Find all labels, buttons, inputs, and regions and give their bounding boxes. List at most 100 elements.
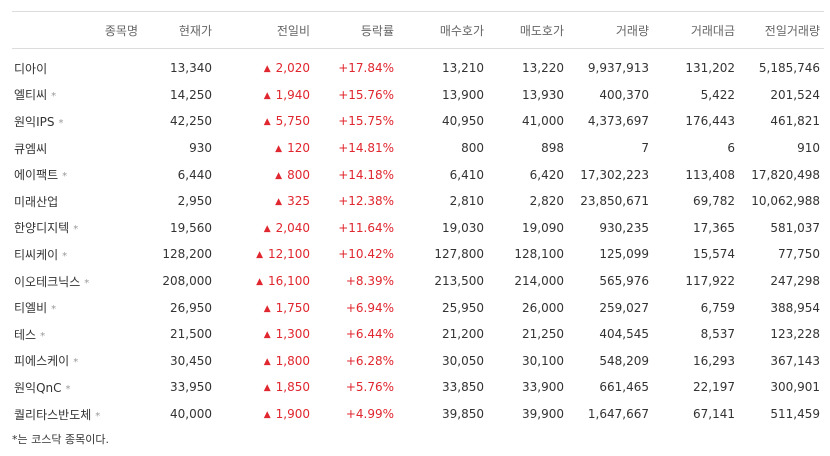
bid-cell: 30,050 <box>442 353 484 368</box>
kosdaq-footnote: *는 코스닥 종목이다. <box>12 433 109 446</box>
bid-cell: 19,030 <box>442 220 484 235</box>
prev-volume-cell: 201,524 <box>770 87 820 102</box>
diff-value: 1,300 <box>275 327 310 342</box>
amount-cell: 6,759 <box>700 300 735 315</box>
volume-cell: 1,647,667 <box>587 407 649 422</box>
rate-cell: +11.64% <box>338 220 394 235</box>
stock-name-link[interactable]: 엘티씨 <box>14 88 48 103</box>
rate-cell: +4.99% <box>345 407 394 422</box>
volume-cell: 661,465 <box>599 380 649 395</box>
amount-cell: 17,365 <box>693 220 735 235</box>
prev-volume-cell: 511,459 <box>770 407 820 422</box>
rise-triangle-icon: ▲ <box>275 144 283 155</box>
amount-cell: 113,408 <box>685 167 735 182</box>
table-row: 이오테크닉스 * 208,000 ▲ 16,100 +8.39% 213,500 214,00… <box>12 268 824 295</box>
stock-name-link[interactable]: 큐엠씨 <box>14 141 48 156</box>
diff-cell: ▲ 1,800 <box>216 348 314 375</box>
ask-cell: 13,930 <box>522 87 564 102</box>
price-cell: 128,200 <box>162 247 212 262</box>
stock-name-cell: 테스 * <box>12 321 152 348</box>
bid-cell: 13,210 <box>442 61 484 76</box>
stock-name-link[interactable]: 티엘비 <box>14 301 48 316</box>
header-name: 종목명 <box>12 11 152 49</box>
rise-triangle-icon: ▲ <box>263 117 271 128</box>
header-amount: 거래대금 <box>653 11 739 49</box>
prev-volume-cell: 461,821 <box>770 114 820 129</box>
volume-cell: 400,370 <box>599 87 649 102</box>
ask-cell: 33,900 <box>522 380 564 395</box>
stock-name-link[interactable]: 원익IPS <box>14 114 55 129</box>
bid-cell: 39,850 <box>442 407 484 422</box>
ask-cell: 21,250 <box>522 327 564 342</box>
stock-name-link[interactable]: 피에스케이 <box>14 354 70 369</box>
rate-cell: +6.94% <box>345 300 394 315</box>
diff-cell: ▲ 1,850 <box>216 374 314 401</box>
bid-cell: 2,810 <box>449 194 484 209</box>
table-row: 한양디지텍 * 19,560 ▲ 2,040 +11.64% 19,030 19,090 930… <box>12 215 824 242</box>
stock-name-link[interactable]: 한양디지텍 <box>14 221 70 236</box>
kosdaq-mark: * <box>40 330 46 342</box>
ask-cell: 2,820 <box>529 194 564 209</box>
rise-triangle-icon: ▲ <box>263 383 271 394</box>
stock-name-cell: 원익IPS * <box>12 108 152 135</box>
header-price: 현재가 <box>152 11 216 49</box>
prev-volume-cell: 300,901 <box>770 380 820 395</box>
diff-value: 800 <box>287 167 310 182</box>
rise-triangle-icon: ▲ <box>263 330 271 341</box>
table-row: 에이팩트 * 6,440 ▲ 800 +14.18% 6,410 6,420 17,302,22… <box>12 161 824 188</box>
rate-cell: +15.75% <box>338 114 394 129</box>
diff-value: 120 <box>287 141 310 156</box>
volume-cell: 17,302,223 <box>580 167 649 182</box>
stock-name-cell: 디아이 <box>12 55 152 82</box>
stock-name-cell: 원익QnC * <box>12 374 152 401</box>
kosdaq-mark: * <box>95 410 101 422</box>
stock-name-cell: 엘티씨 * <box>12 82 152 109</box>
rise-triangle-icon: ▲ <box>256 277 263 288</box>
rise-triangle-icon: ▲ <box>275 170 283 181</box>
kosdaq-mark: * <box>51 304 57 316</box>
stock-name-link[interactable]: 이오테크닉스 <box>14 274 81 289</box>
rate-cell: +17.84% <box>338 61 394 76</box>
price-cell: 2,950 <box>177 194 212 209</box>
diff-value: 1,940 <box>275 87 310 102</box>
volume-cell: 9,937,913 <box>587 61 649 76</box>
diff-cell: ▲ 2,040 <box>216 215 314 242</box>
price-cell: 13,340 <box>170 61 212 76</box>
bid-cell: 33,850 <box>442 380 484 395</box>
rate-cell: +12.38% <box>338 194 394 209</box>
price-cell: 930 <box>189 141 212 156</box>
table-body: 디아이 13,340 ▲ 2,020 +17.84% 13,210 13,220 9,937,… <box>12 49 824 428</box>
stock-name-cell: 한양디지텍 * <box>12 215 152 242</box>
amount-cell: 69,782 <box>693 194 735 209</box>
prev-volume-cell: 581,037 <box>770 220 820 235</box>
rise-triangle-icon: ▲ <box>263 90 271 101</box>
diff-value: 16,100 <box>268 274 310 289</box>
ask-cell: 26,000 <box>522 300 564 315</box>
stock-name-link[interactable]: 에이팩트 <box>14 168 59 183</box>
stock-name-link[interactable]: 원익QnC <box>14 380 62 395</box>
rate-cell: +5.76% <box>345 380 394 395</box>
stock-name-link[interactable]: 테스 <box>14 327 37 342</box>
prev-volume-cell: 388,954 <box>770 300 820 315</box>
kosdaq-mark: * <box>62 250 68 262</box>
diff-cell: ▲ 12,100 <box>216 241 314 268</box>
table-row: 큐엠씨 930 ▲ 120 +14.81% 800 898 7 6 910 <box>12 135 824 162</box>
volume-cell: 565,976 <box>599 274 649 289</box>
diff-value: 1,900 <box>275 407 310 422</box>
price-cell: 40,000 <box>170 407 212 422</box>
header-bid: 매수호가 <box>398 11 488 49</box>
header-ask: 매도호가 <box>488 11 568 49</box>
ask-cell: 30,100 <box>522 353 564 368</box>
stock-name-link[interactable]: 티씨케이 <box>14 247 59 262</box>
amount-cell: 117,922 <box>685 274 735 289</box>
amount-cell: 15,574 <box>693 247 735 262</box>
ask-cell: 39,900 <box>522 407 564 422</box>
diff-cell: ▲ 325 <box>216 188 314 215</box>
table-row: 미래산업 2,950 ▲ 325 +12.38% 2,810 2,820 23,850,671… <box>12 188 824 215</box>
stock-name-link[interactable]: 디아이 <box>14 61 48 76</box>
stock-name-link[interactable]: 미래산업 <box>14 194 59 209</box>
volume-cell: 4,373,697 <box>587 114 649 129</box>
stock-name-link[interactable]: 퀄리타스반도체 <box>14 407 92 422</box>
amount-cell: 5,422 <box>700 87 735 102</box>
ask-cell: 13,220 <box>522 61 564 76</box>
